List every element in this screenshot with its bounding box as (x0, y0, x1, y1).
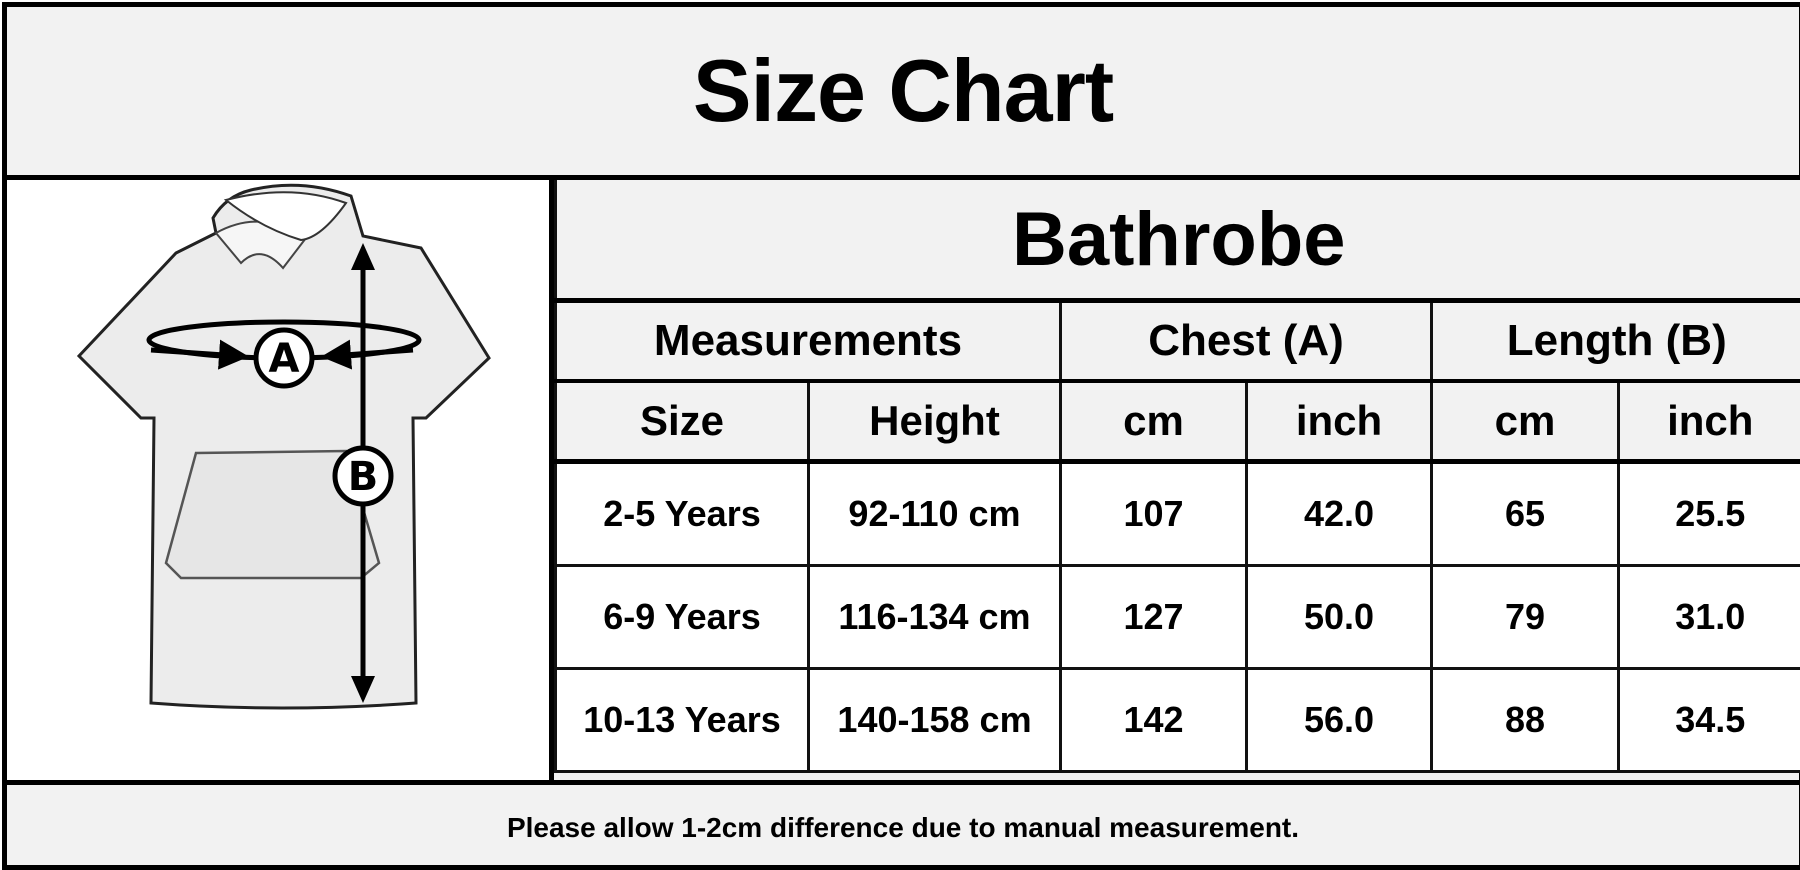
subheader-chest-inch: inch (1247, 381, 1432, 462)
cell-chest-inch: 50.0 (1247, 566, 1432, 669)
cell-chest-cm: 142 (1061, 669, 1247, 772)
cell-length-cm: 79 (1432, 566, 1619, 669)
subheader-size: Size (556, 381, 809, 462)
cell-chest-cm: 127 (1061, 566, 1247, 669)
size-table: Bathrobe Measurements Chest (A) Length (… (554, 175, 1800, 773)
cell-height: 92-110 cm (809, 462, 1061, 566)
label-a: A (269, 336, 300, 382)
poncho-illustration-icon: A B (7, 180, 549, 785)
cell-length-cm: 88 (1432, 669, 1619, 772)
cell-chest-inch: 56.0 (1247, 669, 1432, 772)
cell-length-cm: 65 (1432, 462, 1619, 566)
cell-size: 10-13 Years (556, 669, 809, 772)
table-row: 2-5 Years 92-110 cm 107 42.0 65 25.5 (556, 462, 1800, 566)
illustration-panel: A B (7, 175, 554, 785)
table-row: 10-13 Years 140-158 cm 142 56.0 88 34.5 (556, 669, 1800, 772)
footer-note: Please allow 1-2cm difference due to man… (7, 780, 1799, 870)
label-b: B (348, 454, 379, 500)
header-length: Length (B) (1432, 301, 1800, 382)
subheader-height: Height (809, 381, 1061, 462)
cell-length-inch: 34.5 (1619, 669, 1800, 772)
cell-chest-cm: 107 (1061, 462, 1247, 566)
table-row: 6-9 Years 116-134 cm 127 50.0 79 31.0 (556, 566, 1800, 669)
subheader-length-cm: cm (1432, 381, 1619, 462)
cell-size: 2-5 Years (556, 462, 809, 566)
cell-height: 116-134 cm (809, 566, 1061, 669)
header-chest: Chest (A) (1061, 301, 1432, 382)
cell-size: 6-9 Years (556, 566, 809, 669)
cell-chest-inch: 42.0 (1247, 462, 1432, 566)
subheader-length-inch: inch (1619, 381, 1800, 462)
product-title: Bathrobe (556, 178, 1800, 301)
header-measurements: Measurements (556, 301, 1061, 382)
cell-length-inch: 25.5 (1619, 462, 1800, 566)
page-title: Size Chart (7, 7, 1799, 175)
subheader-chest-cm: cm (1061, 381, 1247, 462)
cell-length-inch: 31.0 (1619, 566, 1800, 669)
cell-height: 140-158 cm (809, 669, 1061, 772)
